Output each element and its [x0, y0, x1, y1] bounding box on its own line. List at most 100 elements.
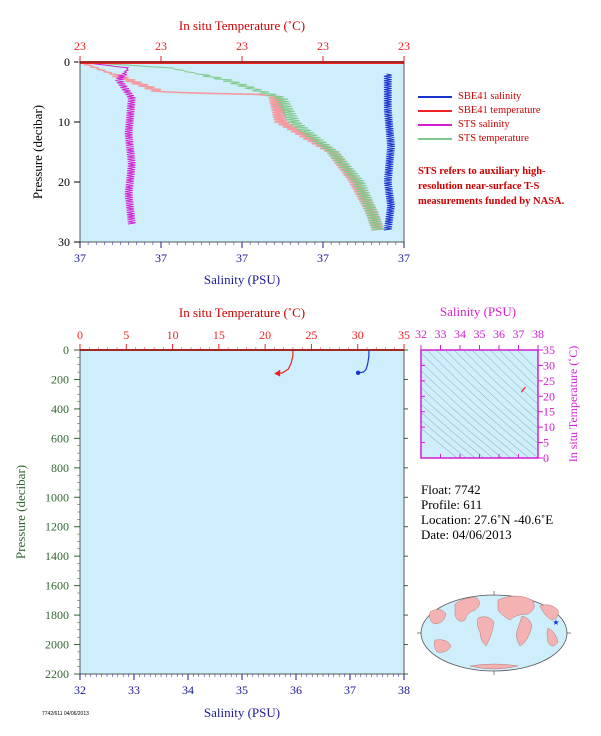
legend: SBE41 salinity SBE41 temperature STS sal… [418, 90, 541, 146]
density-contour [421, 403, 485, 458]
tick-label: 23 [155, 39, 167, 53]
map-graticule-ticks [417, 591, 571, 675]
tick-label: 25 [305, 328, 317, 342]
tick-label: 2200 [45, 667, 69, 681]
density-contour [421, 387, 503, 458]
series-sbe41-salinity [383, 73, 395, 231]
top-panel-background [80, 62, 404, 242]
tick-label: 400 [51, 402, 69, 416]
tick-label: 600 [51, 431, 69, 445]
continent-shape [497, 595, 535, 621]
legend-label: SBE41 salinity [458, 91, 522, 102]
legend-label: STS temperature [458, 133, 529, 144]
world-map: ★ [417, 591, 571, 675]
tick-label: 32 [74, 683, 86, 697]
legend-label: SBE41 temperature [458, 105, 541, 116]
tick-label: 200 [51, 372, 69, 386]
tick-label: 35 [398, 328, 410, 342]
density-contour [507, 350, 538, 380]
density-contour [421, 361, 530, 458]
tick-label: 38 [398, 683, 410, 697]
salinity-profile [358, 350, 370, 374]
main-panel-y-axis: 0 200 400 600 800 1000 1200 1400 1600 1800 2000 220… [45, 343, 408, 681]
density-contour [435, 350, 538, 444]
float-info: Float: 7742 Profile: 611 Location: 27.6˚… [421, 482, 553, 542]
tick-label: 1000 [45, 490, 69, 504]
continent-shape [434, 639, 452, 653]
tick-label: 34 [182, 683, 194, 697]
tick-label: 800 [51, 461, 69, 475]
tick-label: 33 [128, 683, 140, 697]
density-contour [444, 350, 538, 437]
main-panel-frame [79, 349, 405, 675]
tick-label: 5 [543, 436, 549, 450]
legend-swatch [418, 124, 452, 126]
main-panel-ylabel: Pressure (decibar) [13, 465, 28, 559]
ts-panel-background [421, 350, 538, 458]
tick-label: 36 [290, 683, 302, 697]
tick-label: 37 [74, 251, 86, 265]
tick-label: 35 [236, 683, 248, 697]
density-contour [421, 370, 521, 458]
float-id: Float: 7742 [421, 482, 481, 497]
density-contour [516, 350, 538, 371]
tick-label: 37 [236, 251, 248, 265]
tick-label: 37 [344, 683, 356, 697]
tick-label: 15 [213, 328, 225, 342]
top-panel-top-axis: 23 23 23 23 23 [74, 39, 410, 63]
tick-label: 0 [63, 343, 69, 357]
tick-label: 5 [123, 328, 129, 342]
tick-label: 10 [543, 420, 555, 434]
tick-label: 35 [543, 343, 555, 357]
main-panel-bottom-axis: 32 33 34 35 36 37 38 [74, 674, 410, 697]
density-contour [421, 427, 458, 458]
top-panel: In situ Temperature (˚C) 23 23 23 23 23 37 37… [30, 18, 410, 287]
density-contour [480, 350, 538, 405]
tick-label: 23 [74, 39, 86, 53]
tick-label: 37 [317, 251, 329, 265]
tick-label: 20 [58, 175, 70, 189]
tick-label: 15 [543, 405, 555, 419]
ts-panel-frame [420, 349, 539, 459]
temperature-profile [277, 350, 294, 375]
top-panel-bottom-axis: 37 37 37 37 37 [74, 242, 410, 265]
tick-label: 33 [435, 327, 447, 341]
density-contour [489, 350, 538, 397]
density-contour [421, 378, 512, 458]
density-contour [453, 350, 538, 429]
legend-swatch [418, 110, 452, 112]
tick-label: 32 [415, 327, 427, 341]
main-panel-top-axis: 0 5 10 15 20 25 30 35 [77, 328, 410, 351]
legend-label: STS salinity [458, 119, 510, 130]
continent-shape [469, 663, 519, 670]
tick-label: 0 [543, 451, 549, 465]
tick-label: 1600 [45, 579, 69, 593]
tick-label: 1200 [45, 520, 69, 534]
main-panel-series [274, 350, 370, 377]
profile-date: Date: 04/06/2013 [421, 527, 512, 542]
top-panel-ylabel: Pressure (decibar) [30, 105, 45, 199]
tick-label: 38 [532, 327, 544, 341]
series-sts-temperature [78, 61, 385, 231]
tick-label: 10 [58, 115, 70, 129]
tick-label: 0 [77, 328, 83, 342]
tick-label: 1800 [45, 608, 69, 622]
tick-label: 35 [474, 327, 486, 341]
tick-label: 37 [398, 251, 410, 265]
top-panel-title: In situ Temperature (˚C) [179, 18, 305, 33]
continent-shape [477, 616, 495, 647]
ts-panel-title: Salinity (PSU) [440, 304, 516, 319]
temperature-arrowhead [274, 369, 281, 377]
tick-label: 20 [543, 389, 555, 403]
salinity-endpoint [355, 370, 361, 376]
tick-label: 30 [543, 358, 555, 372]
tick-label: 1400 [45, 549, 69, 563]
ts-panel-top-axis: 32 33 34 35 36 37 38 [415, 327, 544, 458]
top-panel-series [77, 61, 404, 231]
ts-panel-series [520, 386, 526, 393]
series-sts-salinity [78, 61, 136, 225]
legend-item-sts-salinity: STS salinity [418, 118, 541, 132]
density-contour [421, 419, 467, 458]
tick-label: 34 [454, 327, 466, 341]
continent-shape [454, 597, 480, 622]
